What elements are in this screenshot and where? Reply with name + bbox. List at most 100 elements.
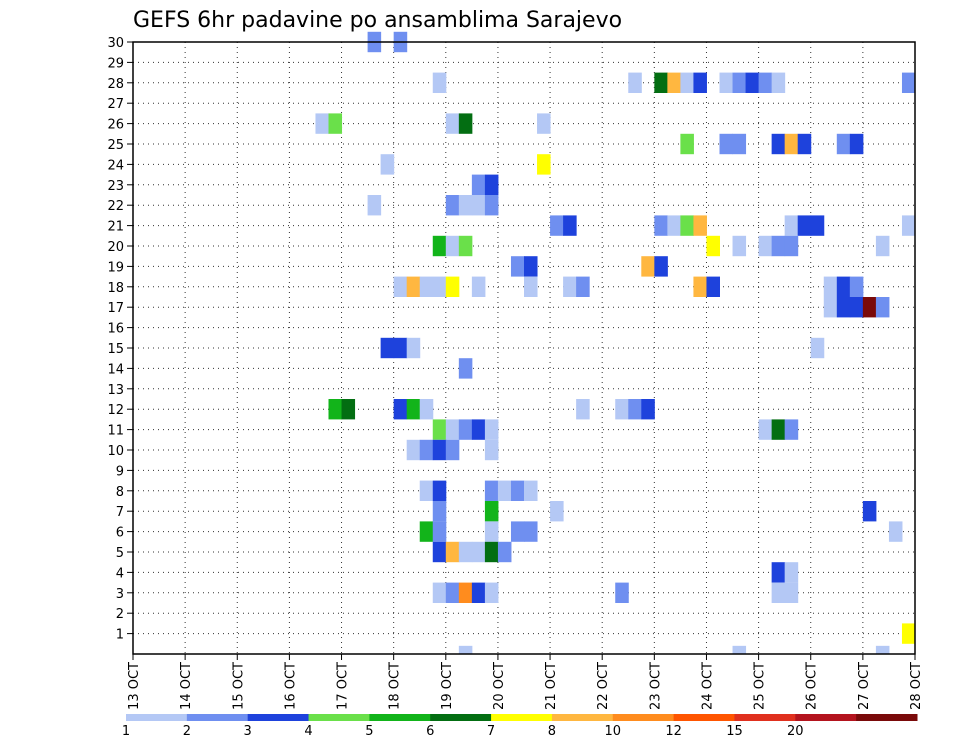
y-tick-label: 19 [107, 260, 124, 275]
precip-cell [823, 297, 838, 318]
colorbar-segment [795, 714, 857, 721]
precip-cell [445, 541, 460, 563]
x-tick-label: 24 OCT [700, 662, 715, 710]
colorbar: 1 2 3 4 5 6 7 8 10 12 15 20 [122, 714, 918, 739]
colorbar-segment [369, 714, 431, 721]
precip-cell [484, 195, 499, 216]
precip-cell [823, 276, 838, 297]
precip-cell [771, 582, 786, 603]
precip-cell [576, 276, 590, 297]
precip-cell [484, 174, 499, 195]
precip-cell [432, 480, 447, 501]
precip-cell [484, 480, 499, 501]
precip-cell [836, 133, 851, 155]
x-tick-label: 17 OCT [336, 662, 351, 710]
precip-cell [719, 133, 734, 155]
precip-cell [419, 480, 434, 501]
y-tick-label: 14 [107, 362, 124, 377]
precip-cell [693, 276, 707, 297]
precip-cell [393, 337, 408, 359]
precip-cell [432, 582, 447, 603]
precip-cell [524, 256, 538, 277]
precip-cell [432, 439, 447, 461]
precip-cell [615, 582, 629, 603]
precip-cell [641, 399, 655, 420]
x-tick-label: 25 OCT [753, 662, 768, 710]
colorbar-label: 3 [244, 724, 252, 739]
precip-cell [784, 582, 799, 603]
x-tick-label: 27 OCT [857, 662, 872, 710]
precip-cell [419, 521, 434, 542]
precip-cell [719, 72, 734, 93]
precip-cell [693, 72, 707, 93]
precip-cell [406, 439, 421, 461]
y-tick-label: 15 [107, 342, 124, 357]
precip-cell [706, 235, 720, 257]
precip-cell [849, 276, 864, 297]
precip-cell [406, 399, 421, 420]
precip-cell [680, 215, 694, 236]
precip-cell [445, 582, 460, 603]
precip-cell [654, 256, 668, 277]
precip-cell [458, 582, 473, 603]
precip-cell [432, 541, 447, 563]
precip-cell [901, 623, 916, 644]
precip-cell [471, 582, 486, 603]
colorbar-label: 8 [548, 724, 556, 739]
precip-cell [771, 72, 786, 93]
precip-cells [315, 31, 916, 654]
precip-cell [458, 113, 473, 134]
precip-cell [484, 541, 499, 563]
precip-cell [484, 582, 499, 603]
precip-cell [510, 480, 525, 501]
precip-cell [654, 72, 668, 93]
colorbar-label: 4 [304, 724, 312, 739]
precip-cell [341, 399, 356, 420]
precip-cell [471, 195, 486, 216]
precip-cell [432, 276, 447, 297]
precip-cell [628, 72, 642, 93]
x-tick-label: 14 OCT [179, 662, 194, 710]
y-tick-label: 25 [107, 138, 124, 153]
precip-cell [484, 439, 499, 461]
precip-cell [458, 235, 473, 257]
y-tick-label: 22 [107, 199, 124, 214]
y-tick-label: 7 [116, 505, 124, 520]
precip-cell [406, 276, 421, 297]
colorbar-label: 10 [604, 724, 621, 739]
colorbar-segment [308, 714, 370, 721]
precip-cell [810, 337, 825, 359]
precip-cell [836, 297, 851, 318]
precip-cell [445, 195, 460, 216]
precip-cell [484, 501, 499, 522]
y-tick-label: 12 [107, 403, 124, 418]
colorbar-label: 15 [726, 724, 743, 739]
precip-cell [758, 72, 773, 93]
colorbar-segment [673, 714, 735, 721]
precip-cell [771, 419, 786, 440]
precip-cell [836, 276, 851, 297]
y-tick-label: 23 [107, 179, 124, 194]
precip-cell [445, 439, 460, 461]
precip-cell [693, 215, 707, 236]
precip-cell [419, 399, 434, 420]
y-tick-label: 16 [107, 322, 124, 337]
colorbar-segment [551, 714, 614, 721]
precip-cell [497, 541, 512, 563]
precip-cell [745, 72, 760, 93]
precip-cell [524, 521, 538, 542]
precip-cell [393, 276, 408, 297]
precip-cell [458, 195, 473, 216]
precip-cell [732, 645, 747, 654]
precip-cell [471, 174, 486, 195]
precip-cell [888, 521, 903, 542]
x-tick-label: 16 OCT [283, 662, 298, 710]
precip-cell [380, 337, 395, 359]
precip-cell [471, 419, 486, 440]
precip-cell [419, 439, 434, 461]
x-tick-label: 20 OCT [492, 662, 507, 710]
x-tick-label: 22 OCT [596, 662, 611, 710]
precip-cell [510, 521, 525, 542]
precip-cell [641, 256, 655, 277]
x-tick-label: 19 OCT [440, 662, 455, 710]
